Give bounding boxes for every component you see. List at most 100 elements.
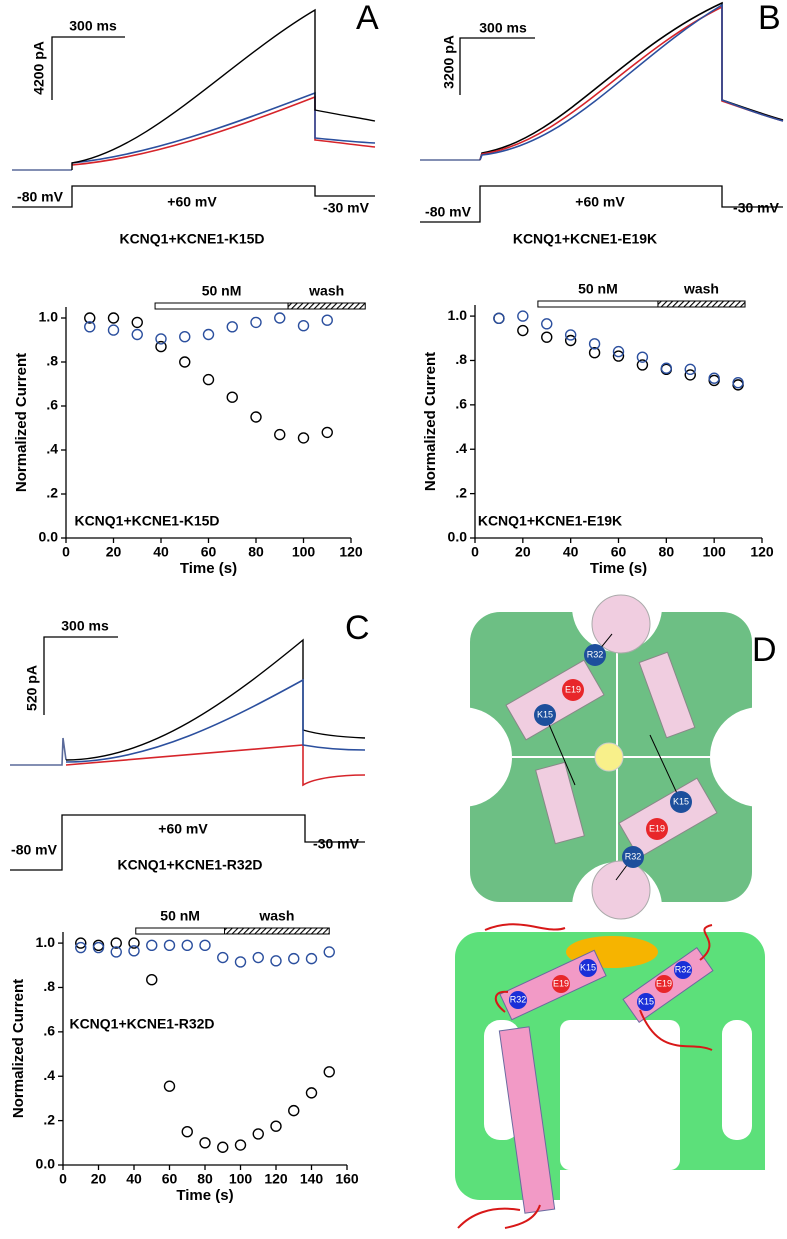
scale-current: 3200 pA	[441, 35, 457, 89]
x-tick-label: 80	[659, 544, 675, 560]
data-point	[321, 314, 333, 326]
data-point	[274, 428, 286, 441]
x-tick-label: 0	[62, 544, 70, 560]
treatment-label: 50 nM	[160, 908, 200, 924]
data-point	[323, 1066, 335, 1078]
trace-red	[65, 744, 366, 787]
x-tick-label: 80	[197, 1171, 213, 1187]
y-tick-label: .4	[46, 441, 58, 457]
data-point	[75, 937, 87, 949]
step-label: -80 mV	[425, 204, 472, 220]
x-tick-label: 20	[91, 1171, 107, 1187]
y-tick-label: 1.0	[448, 307, 468, 323]
x-tick-label: 0	[59, 1171, 67, 1187]
scale-bar	[51, 36, 125, 100]
residue-label: K15	[673, 796, 689, 806]
treatment-label: 50 nM	[202, 283, 242, 299]
panel-letter: A	[356, 0, 379, 37]
cutout	[560, 1170, 765, 1200]
data-point	[612, 345, 625, 358]
x-tick-label: 100	[292, 544, 316, 560]
data-point	[128, 945, 140, 957]
residue-label: R32	[675, 964, 692, 974]
residue	[655, 975, 673, 993]
data-point	[217, 1141, 229, 1153]
data-point	[131, 316, 143, 329]
data-point	[250, 411, 262, 423]
data-point	[270, 955, 282, 967]
step-label: -30 mV	[313, 836, 360, 852]
residue	[562, 679, 584, 701]
trace-red	[71, 95, 376, 166]
trace-blue	[65, 678, 366, 763]
data-point	[660, 362, 673, 374]
data-point	[234, 1139, 247, 1151]
data-point	[163, 939, 176, 952]
residue	[646, 818, 668, 840]
x-tick-label: 40	[563, 544, 579, 560]
data-point	[323, 946, 335, 958]
panel-letter: C	[345, 609, 370, 647]
data-point	[493, 312, 505, 325]
kcne1-tm	[498, 1026, 556, 1214]
cutout	[560, 1020, 680, 1170]
scale-current: 4200 pA	[31, 41, 47, 95]
linker	[494, 990, 509, 1013]
linker	[484, 923, 566, 931]
construct-label: KCNQ1+KCNE1-K15D	[119, 231, 264, 247]
data-point	[202, 328, 215, 341]
annotation: KCNQ1+KCNE1-R32D	[69, 1016, 214, 1032]
residue	[622, 846, 644, 868]
x-tick-label: 100	[702, 544, 726, 560]
data-point	[517, 324, 529, 337]
data-point	[288, 1104, 300, 1117]
data-point	[297, 320, 310, 332]
residue	[584, 644, 606, 666]
data-point	[131, 328, 143, 341]
x-axis-label: Time (s)	[176, 1187, 233, 1204]
data-point	[84, 321, 96, 333]
x-tick-label: 40	[126, 1171, 142, 1187]
treatment-label: wash	[683, 281, 719, 297]
treatment-bar	[537, 300, 659, 308]
treatment-bar	[154, 302, 289, 310]
y-tick-label: .8	[455, 351, 467, 367]
data-point	[110, 937, 122, 949]
residue-label: E19	[565, 684, 581, 694]
data-point	[684, 369, 696, 381]
cutout	[710, 707, 787, 807]
data-point	[179, 356, 191, 368]
scale-bar	[459, 37, 535, 95]
data-point	[199, 1137, 211, 1149]
residue	[674, 961, 692, 979]
y-tick-label: .8	[43, 978, 55, 994]
linker	[457, 1207, 521, 1229]
data-point	[636, 359, 649, 371]
data-point	[226, 391, 238, 403]
y-tick-label: .6	[43, 1023, 55, 1039]
x-axis-label: Time (s)	[590, 560, 647, 577]
data-point	[163, 1080, 176, 1092]
data-point	[181, 939, 193, 952]
traces-a: A 300 ms 4200 pA -80 mV +60 mV -30 mV KC…	[12, 0, 379, 247]
data-point	[612, 350, 625, 362]
data-point	[202, 373, 215, 386]
y-tick-label: 1.0	[39, 309, 59, 325]
x-axis-label: Time (s)	[180, 560, 237, 577]
data-point	[107, 312, 120, 324]
y-tick-label: .4	[43, 1067, 55, 1083]
helix	[618, 777, 718, 859]
scale-bar	[43, 636, 118, 715]
data-point	[732, 376, 744, 389]
data-point	[288, 952, 300, 965]
axis	[474, 305, 762, 539]
x-tick-label: 60	[162, 1171, 178, 1187]
data-point	[155, 333, 167, 345]
data-point	[252, 1128, 264, 1140]
x-tick-label: 60	[201, 544, 217, 560]
data-point	[636, 351, 649, 363]
data-point	[234, 956, 247, 968]
residue-label: R32	[510, 994, 527, 1004]
linker	[699, 924, 713, 961]
